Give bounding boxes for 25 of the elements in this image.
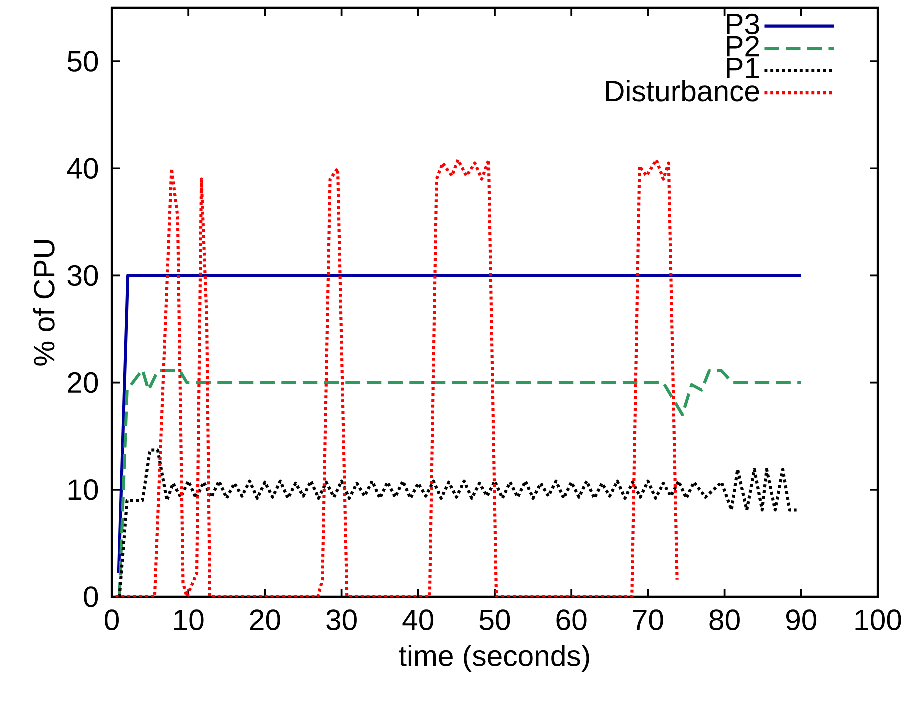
x-tick-label: 100 — [856, 610, 902, 630]
x-tick-label: 20 — [250, 610, 280, 630]
x-tick-label: 80 — [710, 610, 740, 630]
legend-label: P1 — [727, 58, 760, 78]
x-tick-label: 50 — [480, 610, 510, 630]
legend-label: P2 — [727, 36, 760, 57]
line-series — [118, 368, 803, 597]
y-tick-label: 40 — [67, 158, 98, 180]
line-series — [114, 158, 679, 597]
y-tick-label: 30 — [68, 265, 98, 286]
x-tick-label: 30 — [326, 610, 357, 630]
y-tick-label: 50 — [68, 51, 98, 72]
x-tick-label: 0 — [104, 610, 120, 630]
y-tick-label: 10 — [68, 480, 98, 500]
y-tick-label: 0 — [84, 586, 98, 608]
legend-label: Disturbance — [606, 80, 760, 102]
x-tick-label: 40 — [402, 610, 434, 630]
x-tick-label: 90 — [786, 610, 817, 630]
x-axis-title: time (seconds) — [399, 644, 590, 672]
y-axis-title: % of CPU — [33, 240, 55, 366]
x-tick-label: 60 — [556, 610, 587, 630]
legend-label: P3 — [727, 14, 760, 35]
x-tick-label: 10 — [174, 610, 204, 630]
y-tick-label: 20 — [68, 372, 98, 394]
x-tick-label: 70 — [633, 610, 664, 630]
